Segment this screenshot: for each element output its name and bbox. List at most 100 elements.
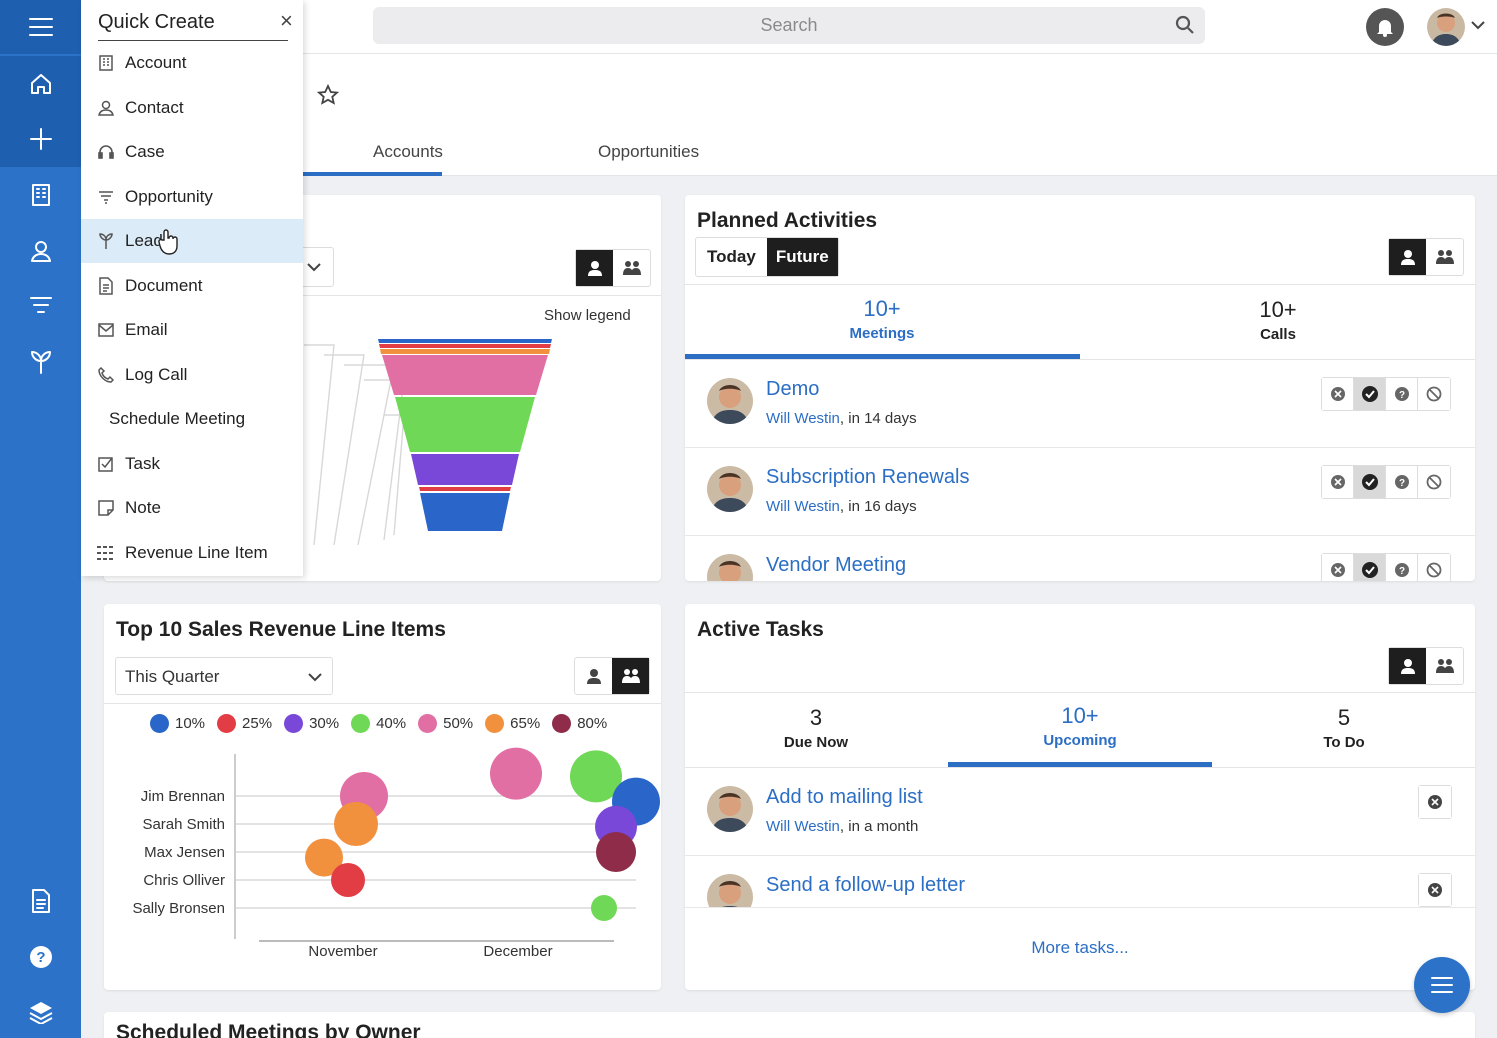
quick-create-item-log-call[interactable]: Log Call	[81, 353, 303, 397]
bubble-point	[570, 750, 622, 803]
home-button[interactable]	[0, 56, 81, 112]
quick-create-item-task[interactable]: Task	[81, 442, 303, 486]
filter-today[interactable]: Today	[707, 247, 756, 266]
check-circle-icon	[1361, 386, 1378, 402]
task-title[interactable]: Send a follow-up letter	[766, 874, 966, 896]
star-icon[interactable]	[317, 84, 339, 106]
help-button[interactable]: ?	[0, 929, 81, 985]
my-view-button[interactable]	[576, 250, 613, 286]
list-item[interactable]: Vendor Meeting ?	[685, 536, 1475, 581]
cancel-button[interactable]	[1322, 466, 1354, 498]
opportunities-nav-button[interactable]	[0, 278, 81, 334]
list-item[interactable]: Add to mailing list Will Westin, in a mo…	[685, 768, 1475, 856]
my-view-button[interactable]	[575, 658, 612, 694]
cancel-button[interactable]	[1322, 378, 1354, 410]
accept-button[interactable]	[1354, 378, 1386, 410]
team-icon	[1435, 659, 1454, 673]
sprout-icon	[30, 351, 51, 374]
menu-button[interactable]	[0, 0, 81, 54]
quick-create-item-account[interactable]: Account	[81, 41, 303, 85]
chevron-down-icon[interactable]	[1471, 20, 1485, 30]
quick-create-item-label: Opportunity	[125, 186, 213, 206]
quick-create-button[interactable]	[0, 111, 81, 167]
team-view-button[interactable]	[612, 658, 649, 694]
accept-button[interactable]	[1354, 554, 1386, 581]
funnel-segment	[419, 487, 511, 491]
tentative-button[interactable]: ?	[1386, 554, 1418, 581]
tentative-button[interactable]: ?	[1386, 466, 1418, 498]
quick-create-item-schedule-meeting[interactable]: Schedule Meeting	[81, 397, 303, 441]
chevron-down-icon	[308, 673, 322, 682]
actions-fab-button[interactable]	[1414, 957, 1470, 1013]
legend-item[interactable]: 10%	[150, 714, 205, 733]
accounts-nav-button[interactable]	[0, 167, 81, 223]
legend-item[interactable]: 65%	[485, 714, 540, 733]
tab-to-do[interactable]: 5 To Do	[1244, 705, 1444, 751]
tentative-button[interactable]: ?	[1386, 378, 1418, 410]
assigned-user-link[interactable]: Will Westin	[766, 410, 840, 427]
tab-opportunities[interactable]: Opportunities	[598, 142, 700, 161]
list-item[interactable]: Send a follow-up letter	[685, 856, 1475, 908]
divider	[104, 703, 661, 704]
legend-item[interactable]: 30%	[284, 714, 339, 733]
show-legend-link[interactable]: Show legend	[544, 307, 631, 324]
quick-create-item-email[interactable]: Email	[81, 308, 303, 352]
decline-button[interactable]	[1418, 378, 1450, 410]
legend-item[interactable]: 25%	[217, 714, 272, 733]
quick-create-item-revenue-line-item[interactable]: Revenue Line Item	[81, 531, 303, 575]
team-view-button[interactable]	[1426, 648, 1463, 684]
quick-create-item-case[interactable]: Case	[81, 130, 303, 174]
quick-create-item-contact[interactable]: Contact	[81, 86, 303, 130]
team-view-button[interactable]	[613, 250, 650, 286]
cancel-button[interactable]	[1322, 554, 1354, 581]
list-item[interactable]: Subscription Renewals Will Westin, in 16…	[685, 448, 1475, 536]
y-tick-label: Chris Olliver	[143, 872, 225, 889]
close-task-button[interactable]	[1419, 786, 1451, 818]
filter-future[interactable]: Future	[766, 238, 838, 276]
layers-button[interactable]	[0, 984, 81, 1038]
y-tick-label: Max Jensen	[144, 844, 225, 861]
quick-create-item-opportunity[interactable]: Opportunity	[81, 175, 303, 219]
search-icon[interactable]	[1175, 15, 1195, 35]
more-tasks-link[interactable]: More tasks...	[1031, 938, 1129, 957]
search-input[interactable]	[373, 7, 1205, 44]
tab-accounts[interactable]: Accounts	[373, 142, 443, 161]
legend-item[interactable]: 40%	[351, 714, 406, 733]
documents-nav-button[interactable]	[0, 873, 81, 929]
assigned-user-link[interactable]: Will Westin	[766, 818, 840, 835]
contacts-nav-button[interactable]	[0, 223, 81, 279]
list-item[interactable]: Demo Will Westin, in 14 days ?	[685, 360, 1475, 448]
notifications-button[interactable]	[1366, 8, 1404, 46]
my-view-button[interactable]	[1389, 239, 1426, 275]
close-task-button[interactable]	[1419, 874, 1451, 906]
close-button[interactable]: ×	[280, 8, 293, 33]
quick-create-item-note[interactable]: Note	[81, 486, 303, 530]
layers-icon	[29, 1002, 52, 1024]
funnel-segment	[395, 397, 535, 452]
assigned-user-link[interactable]: Will Westin	[766, 498, 840, 515]
activity-title[interactable]: Vendor Meeting	[766, 554, 907, 576]
legend-item[interactable]: 80%	[552, 714, 607, 733]
decline-button[interactable]	[1418, 466, 1450, 498]
time-filter: Today Future	[695, 237, 839, 277]
dashlet-title: Planned Activities	[697, 209, 878, 232]
activity-title[interactable]: Demo	[766, 378, 820, 400]
leads-nav-button[interactable]	[0, 334, 81, 390]
legend-swatch	[150, 714, 169, 733]
activity-title[interactable]: Subscription Renewals	[766, 466, 970, 488]
quick-create-item-lead[interactable]: Lead	[81, 219, 303, 263]
tab-due-now[interactable]: 3 Due Now	[716, 705, 916, 751]
tab-calls[interactable]: 10+ Calls	[1178, 297, 1378, 343]
decline-button[interactable]	[1418, 554, 1450, 581]
user-avatar[interactable]	[1427, 8, 1465, 46]
legend-item[interactable]: 50%	[418, 714, 473, 733]
task-title[interactable]: Add to mailing list	[766, 786, 923, 808]
my-view-button[interactable]	[1389, 648, 1426, 684]
bubble-point	[331, 863, 365, 897]
tab-meetings[interactable]: 10+ Meetings	[782, 296, 982, 342]
period-dropdown[interactable]: This Quarter	[115, 657, 333, 695]
team-view-button[interactable]	[1426, 239, 1463, 275]
tab-upcoming[interactable]: 10+ Upcoming	[980, 703, 1180, 749]
quick-create-item-document[interactable]: Document	[81, 264, 303, 308]
accept-button[interactable]	[1354, 466, 1386, 498]
